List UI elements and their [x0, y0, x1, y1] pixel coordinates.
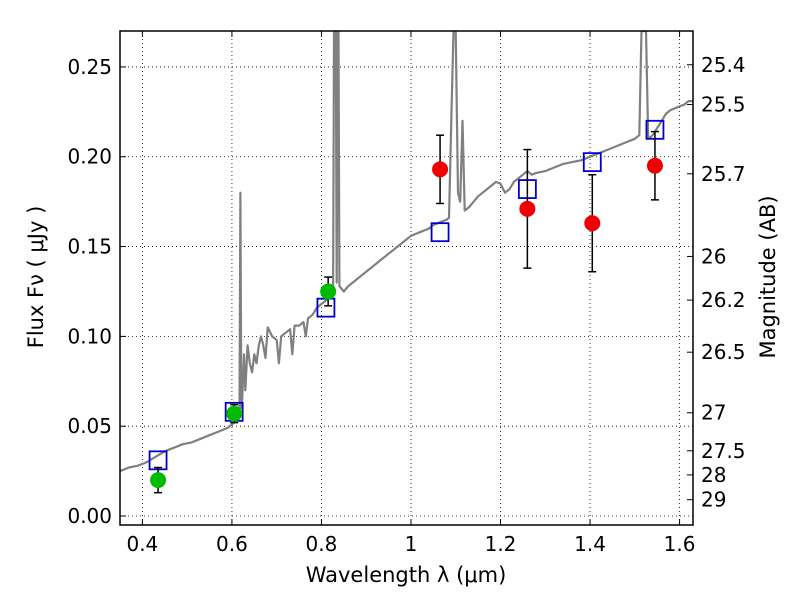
right-tick-label: 27.5: [701, 439, 746, 463]
y-tick-label: 0.10: [67, 324, 112, 348]
model-square-markers: [148, 119, 665, 471]
y-tick-label: 0.20: [67, 145, 112, 169]
right-tick-label: 28: [701, 463, 726, 487]
model-square-marker: [582, 152, 602, 173]
spectrum-line-group: [120, 31, 693, 473]
y-tick-label: 0.15: [67, 235, 112, 259]
right-tick-label: 25.4: [701, 53, 746, 77]
axis-ticks: [120, 31, 693, 525]
x-tick-label: 1.4: [574, 532, 606, 556]
right-axis-label: Magnitude (AB): [756, 195, 780, 358]
x-tick-label: 1.6: [664, 532, 696, 556]
spectrum-line: [120, 31, 693, 473]
x-axis-label: Wavelength λ (μm): [306, 563, 507, 587]
x-tick-label: 0.4: [126, 532, 158, 556]
right-tick-label: 26: [701, 244, 726, 268]
x-tick-label: 0.8: [306, 532, 338, 556]
model-square-marker: [148, 450, 168, 471]
right-tick-label: 25.5: [701, 92, 746, 116]
photometry-point: [584, 215, 601, 232]
y-tick-label: 0.25: [67, 55, 112, 79]
error-bars: [154, 130, 659, 494]
x-tick-label: 1: [405, 532, 418, 556]
right-tick-label: 25.7: [701, 162, 746, 186]
right-tick-label: 26.5: [701, 340, 746, 364]
y-axis-label: Flux Fν ( μJy ): [24, 206, 48, 349]
photometry-point: [519, 200, 536, 217]
photometry-point: [226, 405, 243, 422]
right-tick-label: 26.2: [701, 288, 746, 312]
y-tick-label: 0.05: [67, 414, 112, 438]
model-square-marker: [430, 222, 450, 243]
plot-frame: [119, 30, 694, 526]
y-tick-label: 0.00: [67, 504, 112, 528]
x-tick-label: 0.6: [216, 532, 248, 556]
photometry-circle-markers: [150, 157, 663, 489]
photometry-point: [646, 157, 663, 174]
grid-lines: [120, 31, 693, 525]
x-tick-label: 1.2: [485, 532, 517, 556]
tick-labels: 0.4 0.6 0.8 1 1.2 1.4 1.6 0.00 0.05 0.10 0.15 0.20 0…: [67, 53, 745, 556]
photometry-point: [150, 472, 167, 489]
photometry-point: [320, 283, 337, 300]
photometry-point: [432, 161, 449, 178]
right-tick-label: 29: [701, 488, 726, 512]
right-tick-label: 27: [701, 401, 726, 425]
